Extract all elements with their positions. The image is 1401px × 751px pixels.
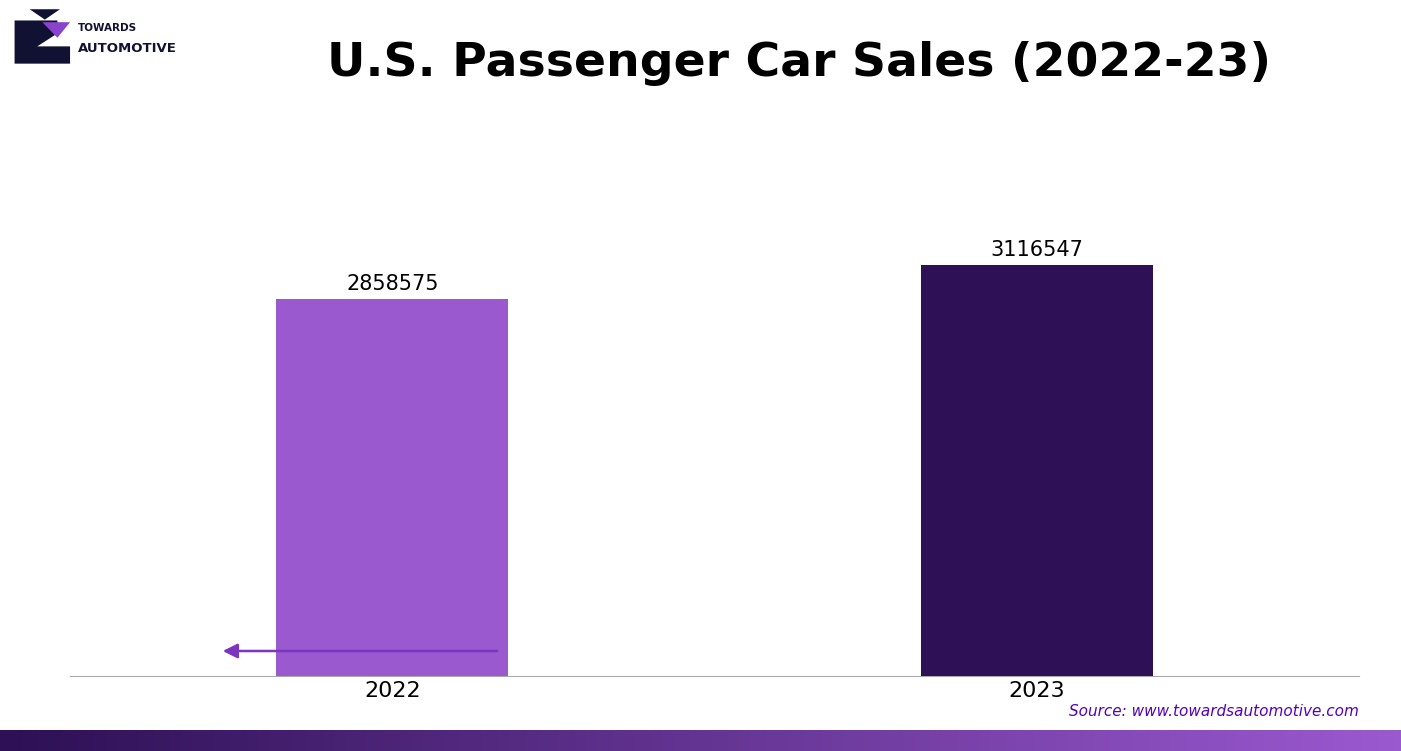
Text: 2858575: 2858575 xyxy=(346,274,439,294)
Polygon shape xyxy=(14,20,70,64)
Text: U.S. Passenger Car Sales (2022-23): U.S. Passenger Car Sales (2022-23) xyxy=(326,41,1271,86)
Text: 3116547: 3116547 xyxy=(991,240,1083,260)
Polygon shape xyxy=(42,23,70,38)
Text: TOWARDS: TOWARDS xyxy=(77,23,137,33)
Text: AUTOMOTIVE: AUTOMOTIVE xyxy=(77,42,177,55)
Bar xyxy=(920,264,1153,676)
Bar xyxy=(276,299,509,676)
Text: Source: www.towardsautomotive.com: Source: www.towardsautomotive.com xyxy=(1069,704,1359,719)
Polygon shape xyxy=(29,9,60,20)
